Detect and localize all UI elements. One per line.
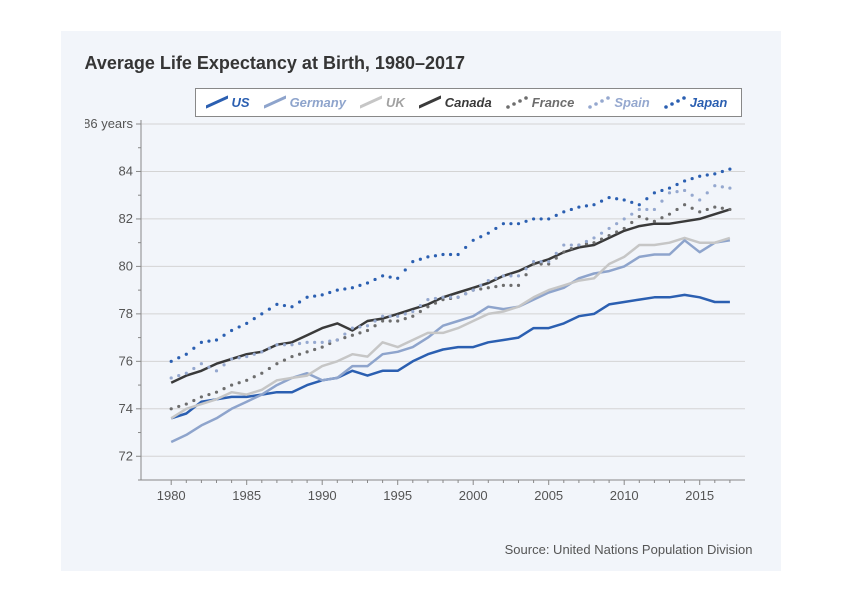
legend-label: UK: [386, 95, 405, 110]
x-tick-label: 2010: [609, 488, 638, 503]
legend-label: Japan: [690, 95, 728, 110]
y-tick-label: 76: [118, 353, 132, 368]
y-tick-label: 80: [118, 258, 132, 273]
source-text: Source: United Nations Population Divisi…: [505, 542, 753, 557]
series-france: [169, 203, 731, 410]
plot-area: 72 74 76 78 80 82 84 86 years 1980 1985 1990 1995 20…: [85, 84, 757, 514]
legend-label: France: [532, 95, 575, 110]
x-tick-label: 2005: [534, 488, 563, 503]
x-tick-label: 2015: [685, 488, 714, 503]
legend-item-france: France: [506, 95, 575, 110]
chart-svg: 72 74 76 78 80 82 84 86 years 1980 1985 1990 1995 20…: [85, 84, 757, 514]
legend-label: US: [232, 95, 250, 110]
chart-container: Average Life Expectancy at Birth, 1980–2…: [61, 31, 781, 571]
legend-swatch-us: [206, 95, 228, 109]
series-uk: [171, 237, 730, 417]
series-spain: [169, 184, 731, 379]
legend: US Germany UK Canada France Spain Japan: [195, 88, 743, 117]
legend-item-spain: Spain: [588, 95, 649, 110]
legend-item-germany: Germany: [264, 95, 346, 110]
legend-item-canada: Canada: [419, 95, 492, 110]
y-tick-label: 78: [118, 305, 132, 320]
legend-swatch-spain: [588, 95, 610, 109]
legend-item-uk: UK: [360, 95, 405, 110]
y-tick-label: 74: [118, 400, 132, 415]
legend-item-japan: Japan: [664, 95, 728, 110]
x-tick-label: 1995: [383, 488, 412, 503]
legend-swatch-france: [506, 95, 528, 109]
legend-label: Canada: [445, 95, 492, 110]
legend-label: Spain: [614, 95, 649, 110]
x-tick-label: 1990: [307, 488, 336, 503]
series-germany: [171, 240, 730, 442]
legend-swatch-japan: [664, 95, 686, 109]
chart-title: Average Life Expectancy at Birth, 1980–2…: [85, 53, 757, 74]
y-tick-label: 84: [118, 163, 132, 178]
legend-swatch-germany: [264, 95, 286, 109]
y-tick-label: 72: [118, 448, 132, 463]
x-tick-label: 1985: [232, 488, 261, 503]
x-tick-label: 2000: [458, 488, 487, 503]
legend-swatch-uk: [360, 95, 382, 109]
legend-item-us: US: [206, 95, 250, 110]
y-tick-label: 82: [118, 210, 132, 225]
x-tick-label: 1980: [156, 488, 185, 503]
legend-label: Germany: [290, 95, 346, 110]
y-axis-unit-label: 86 years: [85, 116, 133, 131]
series-japan: [169, 167, 731, 362]
legend-swatch-canada: [419, 95, 441, 109]
